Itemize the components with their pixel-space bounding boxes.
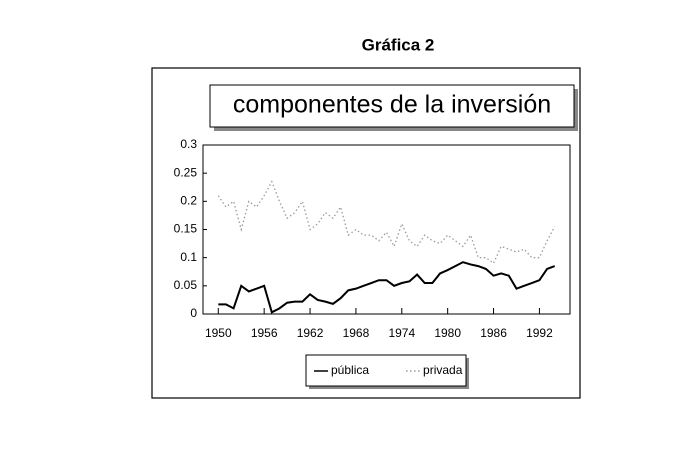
- x-tick-label: 1950: [205, 326, 232, 340]
- y-tick-label: 0.3: [180, 137, 197, 151]
- y-tick-label: 0.15: [174, 222, 198, 236]
- x-tick-label: 1968: [343, 326, 370, 340]
- y-tick-label: 0.2: [180, 194, 197, 208]
- y-tick-label: 0.1: [180, 250, 197, 264]
- chart-frame: [151, 67, 581, 399]
- x-tick-label: 1956: [251, 326, 278, 340]
- x-tick-label: 1980: [434, 326, 461, 340]
- legend-box: [305, 354, 467, 387]
- chart-title: componentes de la inversión: [233, 91, 551, 119]
- x-tick-label: 1992: [526, 326, 553, 340]
- series-line: [218, 261, 556, 314]
- page-title: Gráfica 2: [362, 35, 435, 54]
- y-tick-label: 0: [190, 306, 197, 320]
- x-tick-label: 1962: [297, 326, 324, 340]
- y-tick-label: 0.05: [174, 278, 198, 292]
- series-line: [217, 180, 556, 265]
- legend-label: privada: [423, 363, 463, 377]
- title-box: [209, 84, 575, 128]
- x-tick-label: 1974: [388, 326, 415, 340]
- legend-label: pública: [331, 363, 369, 377]
- x-tick-label: 1986: [480, 326, 507, 340]
- y-tick-label: 0.25: [174, 165, 198, 179]
